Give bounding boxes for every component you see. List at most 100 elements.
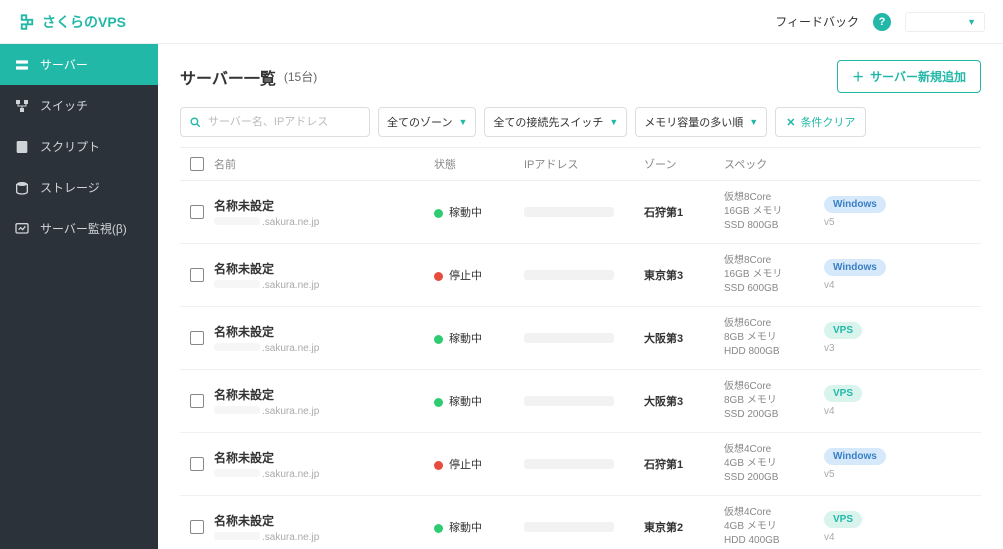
- server-ip: [524, 333, 644, 343]
- sidebar-item-label: ストレージ: [40, 179, 100, 196]
- status-dot-icon: [434, 524, 443, 533]
- server-zone: 石狩第1: [644, 204, 724, 220]
- col-name: 名前: [214, 156, 434, 172]
- select-all-checkbox[interactable]: [190, 157, 204, 171]
- add-server-label: サーバー新規追加: [870, 68, 966, 85]
- sidebar-item-label: サーバー: [40, 56, 88, 73]
- version-label: v4: [824, 406, 981, 417]
- version-label: v4: [824, 280, 981, 291]
- server-zone: 東京第2: [644, 519, 724, 535]
- brand-logo[interactable]: さくらのVPS: [18, 12, 126, 32]
- server-zone: 大阪第3: [644, 393, 724, 409]
- col-status: 状態: [434, 156, 524, 172]
- server-ip: [524, 522, 644, 532]
- server-ip: [524, 396, 644, 406]
- server-host: .sakura.ne.jp: [214, 469, 434, 480]
- server-name: 名称未設定: [214, 449, 434, 466]
- plus-icon: ＋: [852, 68, 864, 85]
- os-badge: Windows: [824, 448, 886, 465]
- server-spec: 仮想8Core16GB メモリSSD 800GB: [724, 191, 824, 233]
- server-ip: [524, 207, 644, 217]
- server-status: 稼動中: [434, 330, 524, 346]
- server-spec: 仮想4Core4GB メモリHDD 400GB: [724, 506, 824, 548]
- chevron-down-icon: ▼: [967, 17, 976, 27]
- server-status: 稼動中: [434, 393, 524, 409]
- server-name: 名称未設定: [214, 512, 434, 529]
- monitor-icon: [14, 221, 30, 237]
- table-row[interactable]: 名称未設定.sakura.ne.jp稼動中東京第2仮想4Core4GB メモリH…: [180, 496, 981, 549]
- help-icon[interactable]: ?: [873, 13, 891, 31]
- main-content: サーバー一覧 (15台) ＋ サーバー新規追加 全てのゾーン▼ 全ての接続先スイ…: [158, 44, 1003, 549]
- server-status: 停止中: [434, 456, 524, 472]
- table-row[interactable]: 名称未設定.sakura.ne.jp停止中東京第3仮想8Core16GB メモリ…: [180, 244, 981, 307]
- add-server-button[interactable]: ＋ サーバー新規追加: [837, 60, 981, 93]
- status-dot-icon: [434, 461, 443, 470]
- server-host: .sakura.ne.jp: [214, 406, 434, 417]
- server-spec: 仮想8Core16GB メモリSSD 600GB: [724, 254, 824, 296]
- sort-filter[interactable]: メモリ容量の多い順▼: [635, 107, 767, 137]
- feedback-link[interactable]: フィードバック: [775, 13, 859, 30]
- server-zone: 東京第3: [644, 267, 724, 283]
- table-row[interactable]: 名称未設定.sakura.ne.jp稼動中大阪第3仮想6Core8GB メモリS…: [180, 370, 981, 433]
- col-spec: スペック: [724, 156, 824, 172]
- table-row[interactable]: 名称未設定 .sakura.ne.jp停止中 石狩第1仮想4Core4GB メモリS…: [180, 433, 981, 496]
- os-badge: VPS: [824, 511, 862, 528]
- server-zone: 大阪第3: [644, 330, 724, 346]
- os-badge: Windows: [824, 196, 886, 213]
- search-input[interactable]: [208, 116, 361, 128]
- row-checkbox[interactable]: [190, 331, 204, 345]
- server-name: 名称未設定: [214, 386, 434, 403]
- version-label: v4: [824, 532, 981, 543]
- topbar: さくらのVPS フィードバック ? ▼: [0, 0, 1003, 44]
- sidebar-item-server[interactable]: サーバー: [0, 44, 158, 85]
- sidebar-item-label: サーバー監視(β): [40, 220, 127, 237]
- server-host: .sakura.ne.jp: [214, 280, 434, 291]
- sidebar-item-switch[interactable]: スイッチ: [0, 85, 158, 126]
- os-badge: VPS: [824, 385, 862, 402]
- server-ip: [524, 270, 644, 280]
- server-host: .sakura.ne.jp: [214, 532, 434, 543]
- table-header: 名前 状態 IPアドレス ゾーン スペック: [180, 147, 981, 181]
- server-name: 名称未設定: [214, 260, 434, 277]
- sidebar-item-monitor[interactable]: サーバー監視(β): [0, 208, 158, 249]
- server-icon: [14, 57, 30, 73]
- col-zone: ゾーン: [644, 156, 724, 172]
- row-checkbox[interactable]: [190, 205, 204, 219]
- sidebar-item-label: スクリプト: [40, 138, 100, 155]
- server-spec: 仮想4Core4GB メモリSSD 200GB: [724, 443, 824, 485]
- chevron-down-icon: ▼: [458, 117, 467, 127]
- row-checkbox[interactable]: [190, 268, 204, 282]
- sidebar-item-storage[interactable]: ストレージ: [0, 167, 158, 208]
- sidebar-item-label: スイッチ: [40, 97, 88, 114]
- page-count: (15台): [284, 68, 317, 85]
- row-checkbox[interactable]: [190, 457, 204, 471]
- row-checkbox[interactable]: [190, 520, 204, 534]
- table-row[interactable]: 名称未設定.sakura.ne.jp稼動中大阪第3仮想6Core8GB メモリH…: [180, 307, 981, 370]
- search-icon: [189, 116, 202, 129]
- status-dot-icon: [434, 209, 443, 218]
- close-icon: ✕: [786, 116, 795, 129]
- page-title: サーバー一覧: [180, 65, 276, 89]
- server-name: 名称未設定: [214, 197, 434, 214]
- brand-text: さくらのVPS: [42, 12, 126, 32]
- col-ip: IPアドレス: [524, 156, 644, 172]
- user-dropdown[interactable]: ▼: [905, 12, 985, 32]
- server-zone: 石狩第1: [644, 456, 724, 472]
- table-row[interactable]: 名称未設定.sakura.ne.jp稼動中石狩第1仮想8Core16GB メモリ…: [180, 181, 981, 244]
- status-dot-icon: [434, 272, 443, 281]
- server-name: 名称未設定: [214, 323, 434, 340]
- os-badge: Windows: [824, 259, 886, 276]
- server-host: .sakura.ne.jp: [214, 217, 434, 228]
- switch-filter[interactable]: 全ての接続先スイッチ▼: [484, 107, 627, 137]
- search-box[interactable]: [180, 107, 370, 137]
- chevron-down-icon: ▼: [609, 117, 618, 127]
- zone-filter[interactable]: 全てのゾーン▼: [378, 107, 476, 137]
- clear-filters-button[interactable]: ✕条件クリア: [775, 107, 866, 137]
- row-checkbox[interactable]: [190, 394, 204, 408]
- switch-icon: [14, 98, 30, 114]
- sidebar-item-script[interactable]: スクリプト: [0, 126, 158, 167]
- table-body: 名称未設定.sakura.ne.jp稼動中石狩第1仮想8Core16GB メモリ…: [180, 181, 981, 549]
- version-label: v5: [824, 217, 981, 228]
- status-dot-icon: [434, 398, 443, 407]
- server-ip: [524, 459, 644, 469]
